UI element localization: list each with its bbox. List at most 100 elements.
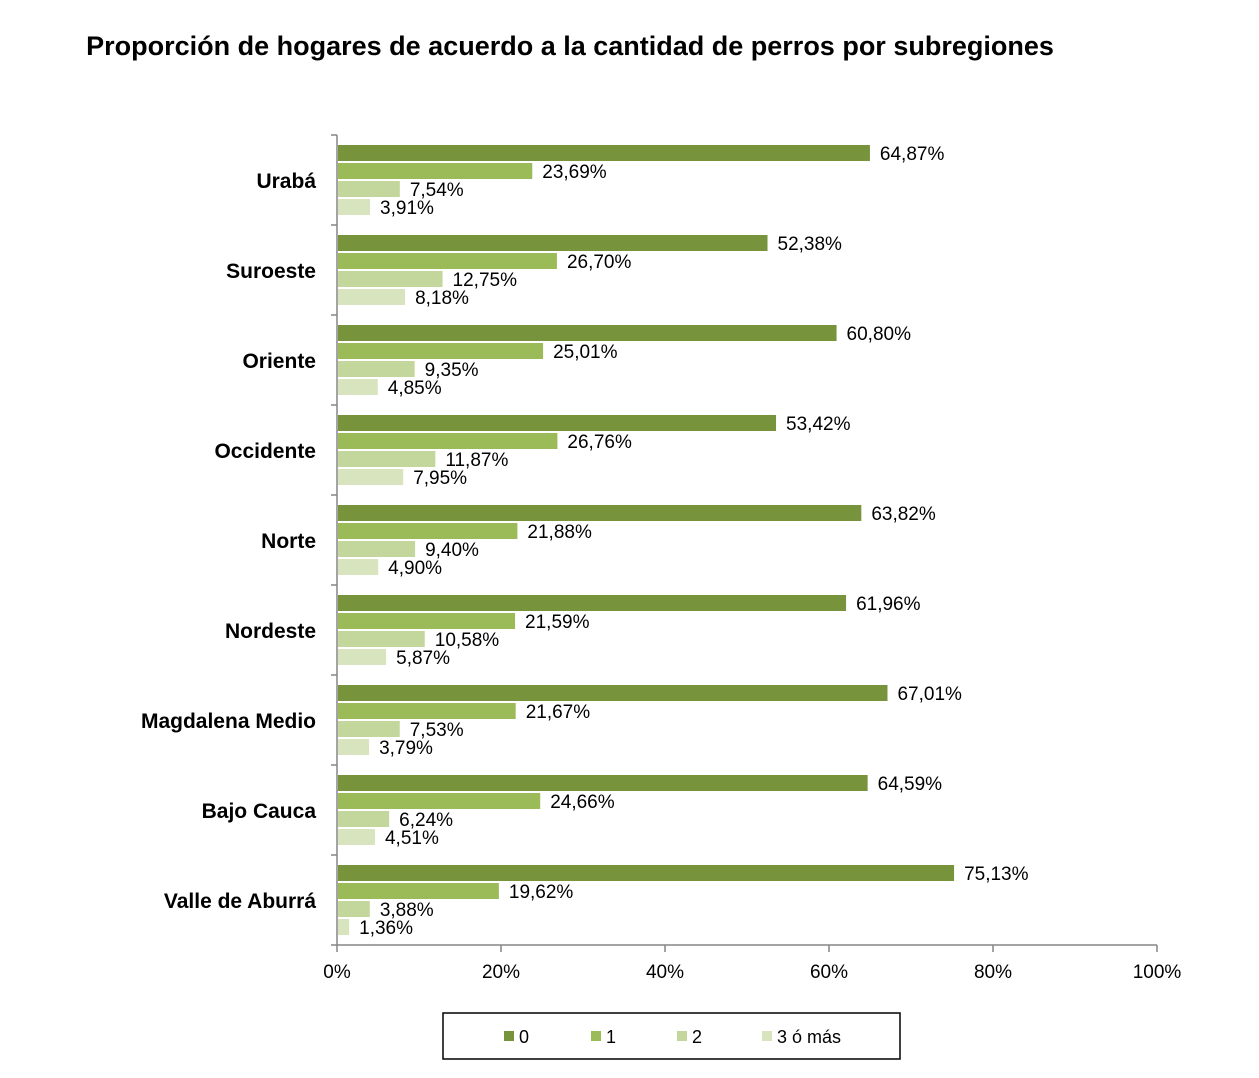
data-label: 12,75% [453, 270, 518, 291]
bar [338, 235, 768, 251]
bar [338, 163, 533, 179]
data-label: 7,54% [410, 180, 464, 201]
data-label: 26,70% [567, 252, 632, 273]
data-label: 25,01% [553, 342, 618, 363]
bar [338, 901, 370, 917]
data-label: 21,88% [527, 522, 592, 543]
data-label: 4,85% [388, 378, 442, 399]
x-tick-label: 0% [323, 962, 351, 983]
bar [338, 739, 370, 755]
bar [338, 361, 415, 377]
bar [338, 613, 516, 629]
bar [338, 271, 443, 287]
data-label: 67,01% [897, 684, 962, 705]
bar [338, 631, 425, 647]
category-label: Oriente [242, 350, 316, 373]
x-tick-label: 40% [646, 962, 684, 983]
data-label: 7,95% [413, 468, 467, 489]
data-label: 64,87% [880, 144, 945, 165]
data-label: 5,87% [396, 648, 450, 669]
bar [338, 469, 404, 485]
bar [338, 649, 387, 665]
bar [338, 343, 544, 359]
data-label: 19,62% [509, 882, 574, 903]
x-tick-label: 60% [810, 962, 848, 983]
data-label: 9,35% [425, 360, 479, 381]
legend-label: 3 ó más [777, 1027, 841, 1047]
bar [338, 505, 862, 521]
category-label: Norte [261, 530, 316, 553]
bar [338, 919, 350, 935]
legend-swatch [762, 1031, 772, 1041]
bar [338, 199, 371, 215]
category-label: Bajo Cauca [202, 800, 317, 823]
bar [338, 325, 837, 341]
bar [338, 703, 516, 719]
bar [338, 685, 888, 701]
data-label: 6,24% [399, 810, 453, 831]
data-label: 23,69% [542, 162, 607, 183]
data-label: 75,13% [964, 864, 1029, 885]
bar [338, 721, 400, 737]
category-label: Suroeste [226, 260, 316, 283]
data-label: 1,36% [359, 918, 413, 939]
legend-box [442, 1012, 901, 1060]
bar [338, 595, 847, 611]
bar [338, 289, 406, 305]
data-label: 9,40% [425, 540, 479, 561]
x-tick-label: 80% [974, 962, 1012, 983]
bar [338, 253, 557, 269]
x-tick-label: 20% [482, 962, 520, 983]
data-label: 8,18% [415, 288, 469, 309]
bar [338, 433, 558, 449]
data-label: 63,82% [871, 504, 936, 525]
value-labels-layer: 64,87% 23,69% 7,54%3,91% 52,38% 26,70% 12,75%… [359, 144, 1028, 939]
category-label: Valle de Aburrá [164, 890, 316, 913]
category-label: Nordeste [225, 620, 316, 643]
data-label: 11,87% [445, 450, 508, 471]
data-label: 21,59% [525, 612, 590, 633]
axis-layer: Urabá Suroeste Oriente Occidente Norte Nordes… [141, 134, 1182, 983]
data-label: 26,76% [567, 432, 632, 453]
bar [338, 523, 518, 539]
category-label: Magdalena Medio [141, 710, 316, 733]
data-label: 7,53% [410, 720, 464, 741]
data-label: 3,91% [380, 198, 434, 219]
legend-label: 0 [519, 1027, 529, 1047]
data-label: 53,42% [786, 414, 851, 435]
bar [338, 883, 499, 899]
data-label: 3,79% [379, 738, 433, 759]
bar [338, 793, 541, 809]
bar [338, 559, 379, 575]
data-label: 21,67% [526, 702, 591, 723]
bar [338, 451, 436, 467]
data-label: 4,51% [385, 828, 439, 849]
bar [338, 865, 955, 881]
data-label: 3,88% [380, 900, 434, 921]
bar [338, 181, 400, 197]
legend-swatch [591, 1031, 601, 1041]
legend-swatch [504, 1031, 514, 1041]
data-label: 4,90% [388, 558, 442, 579]
bar [338, 775, 868, 791]
bar [338, 829, 375, 845]
data-label: 64,59% [878, 774, 943, 795]
bar [338, 415, 777, 431]
category-label: Urabá [256, 170, 316, 193]
bar [338, 379, 378, 395]
data-label: 10,58% [435, 630, 500, 651]
bar [338, 145, 870, 161]
data-label: 24,66% [550, 792, 615, 813]
chart-title: Proporción de hogares de acuerdo a la ca… [86, 31, 1054, 61]
bars-layer [338, 145, 955, 935]
x-tick-label: 100% [1133, 962, 1182, 983]
legend-label: 2 [692, 1027, 702, 1047]
legend: 0 1 2 3 ó más [442, 1012, 901, 1060]
data-label: 52,38% [778, 234, 843, 255]
bar [338, 811, 390, 827]
data-label: 60,80% [847, 324, 912, 345]
data-label: 61,96% [856, 594, 921, 615]
legend-swatch [677, 1031, 687, 1041]
bar [338, 541, 416, 557]
